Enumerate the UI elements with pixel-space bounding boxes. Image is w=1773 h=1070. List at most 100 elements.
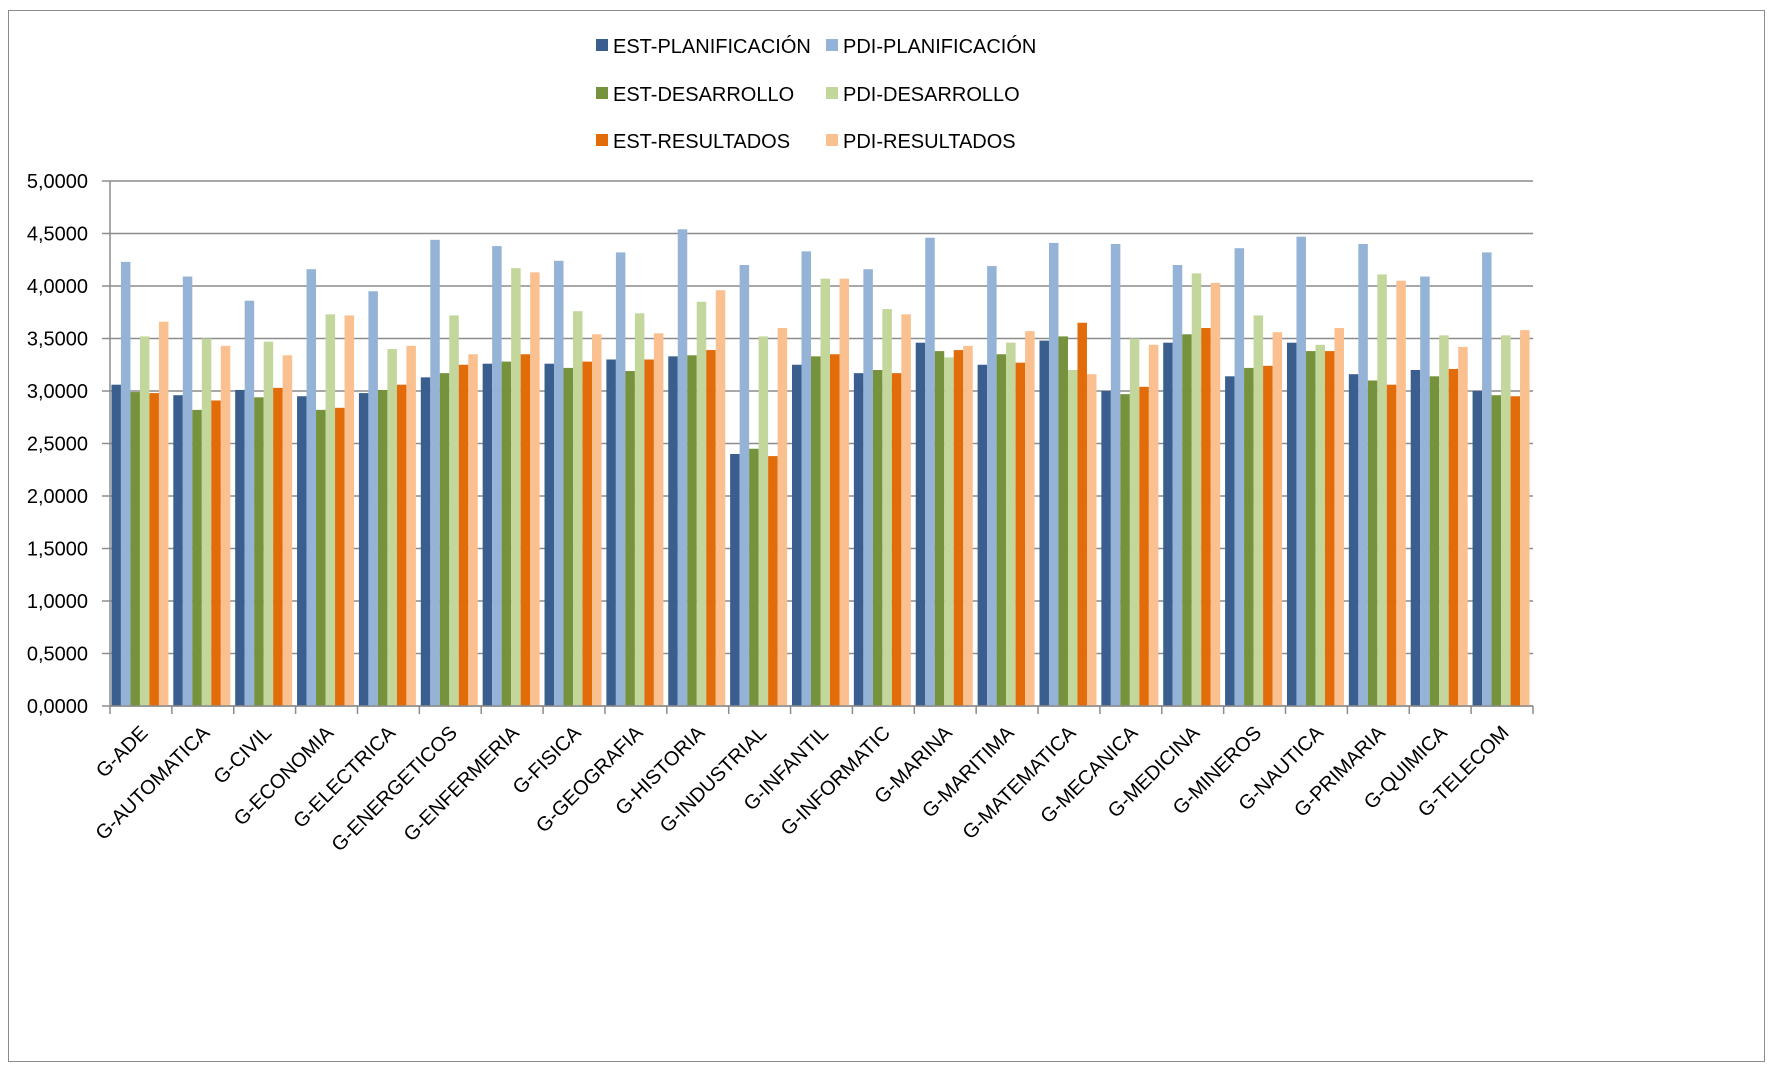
legend-entry-pdi-planificacion: PDI-PLANIFICACIÓN xyxy=(826,35,1036,58)
y-tick-label: 0,0000 xyxy=(27,696,88,718)
bar-est-resultados-g-telecom xyxy=(1510,396,1521,706)
bar-pdi-desarrollo-g-primaria xyxy=(1377,274,1387,706)
bar-est-desarrollo-g-maritima xyxy=(996,354,1007,706)
bar-est-resultados-g-historia xyxy=(706,350,716,706)
bar-est-resultados-g-fisica xyxy=(582,361,593,706)
legend-label: EST-PLANIFICACIÓN xyxy=(613,35,811,58)
bar-pdi-planificacion-g-marina xyxy=(925,237,935,706)
bar-pdi-resultados-g-electrica xyxy=(406,345,416,706)
bar-pdi-desarrollo-g-informatic xyxy=(882,309,892,706)
y-tick-labels: 0,0000 0,5000 1,0000 1,5000 2,0000 2,5000 3,00… xyxy=(27,171,88,718)
bar-est-planificacion-g-fisica xyxy=(544,363,555,706)
bar-pdi-resultados-g-primaria xyxy=(1396,280,1406,706)
bar-est-resultados-g-ade xyxy=(149,393,159,706)
bar-pdi-desarrollo-g-marina xyxy=(944,357,954,706)
bar-pdi-resultados-g-quimica xyxy=(1458,346,1468,706)
bar-pdi-planificacion-g-energeticos xyxy=(430,239,440,707)
legend-entry-est-resultados: EST-RESULTADOS xyxy=(596,131,790,153)
bar-pdi-resultados-g-industrial xyxy=(777,328,788,706)
axes xyxy=(102,180,1534,714)
legend-swatch xyxy=(826,39,838,51)
bar-pdi-resultados-g-ade xyxy=(158,321,169,706)
legend-swatch xyxy=(826,87,838,99)
bar-pdi-desarrollo-g-automatica xyxy=(201,338,212,706)
x-tick-label: G-MATEMATICA xyxy=(959,722,1081,844)
bar-pdi-resultados-g-economia xyxy=(344,315,355,706)
bar-est-resultados-g-quimica xyxy=(1448,368,1459,706)
x-tick-label: G-INDUSTRIAL xyxy=(656,722,771,837)
legend-label: PDI-PLANIFICACIÓN xyxy=(843,35,1036,58)
bar-est-planificacion-g-civil xyxy=(235,389,245,706)
bar-est-desarrollo-g-marina xyxy=(934,351,945,706)
bar-est-resultados-g-economia xyxy=(335,407,345,706)
y-tick-label: 4,0000 xyxy=(27,276,88,298)
bar-pdi-resultados-g-telecom xyxy=(1520,330,1530,706)
bar-pdi-planificacion-g-quimica xyxy=(1420,276,1430,706)
bar-est-desarrollo-g-historia xyxy=(687,355,697,706)
bar-est-resultados-g-civil xyxy=(273,387,283,706)
bar-pdi-planificacion-g-historia xyxy=(677,229,688,707)
bar-est-resultados-g-mecanica xyxy=(1139,386,1149,706)
legend-swatch xyxy=(596,134,608,146)
y-tick-label: 2,0000 xyxy=(27,486,88,508)
bar-est-desarrollo-g-ade xyxy=(130,392,140,706)
bar-est-planificacion-g-automatica xyxy=(173,395,183,706)
bar-pdi-resultados-g-energeticos xyxy=(468,354,478,706)
bar-pdi-resultados-g-civil xyxy=(282,355,293,706)
bar-est-planificacion-g-geografia xyxy=(606,359,616,706)
bar-est-resultados-g-informatic xyxy=(891,373,902,706)
bar-pdi-desarrollo-g-medicina xyxy=(1191,273,1202,706)
bar-pdi-desarrollo-g-civil xyxy=(263,341,274,706)
bar-pdi-desarrollo-g-economia xyxy=(325,314,336,706)
bar-est-desarrollo-g-industrial xyxy=(749,448,759,706)
bar-est-desarrollo-g-infantil xyxy=(811,356,821,706)
bar-pdi-desarrollo-g-mineros xyxy=(1253,315,1264,706)
bar-pdi-resultados-g-nautica xyxy=(1334,328,1344,706)
bar-pdi-desarrollo-g-maritima xyxy=(1006,342,1016,706)
legend-entry-est-planificacion: EST-PLANIFICACIÓN xyxy=(596,35,811,58)
legend-swatch xyxy=(596,39,608,51)
bar-pdi-resultados-g-mecanica xyxy=(1148,344,1159,706)
bar-pdi-planificacion-g-ade xyxy=(120,261,131,706)
bar-est-desarrollo-g-civil xyxy=(254,397,264,706)
bar-est-desarrollo-g-nautica xyxy=(1305,351,1316,706)
bar-est-resultados-g-maritima xyxy=(1015,362,1026,706)
bar-pdi-planificacion-g-industrial xyxy=(739,265,750,706)
bar-pdi-planificacion-g-civil xyxy=(244,300,255,706)
bar-est-planificacion-g-industrial xyxy=(730,454,740,706)
bar-est-resultados-g-geografia xyxy=(644,359,654,706)
bar-est-planificacion-g-informatic xyxy=(853,373,864,706)
y-tick-label: 3,0000 xyxy=(27,381,88,403)
bar-pdi-planificacion-g-matematica xyxy=(1048,242,1059,706)
bar-pdi-desarrollo-g-matematica xyxy=(1067,370,1078,706)
bar-pdi-desarrollo-g-mecanica xyxy=(1129,338,1140,706)
bar-pdi-planificacion-g-mecanica xyxy=(1110,244,1121,706)
y-tick-label: 1,5000 xyxy=(27,539,88,561)
x-tick-label: G-GEOGRAFIA xyxy=(532,722,648,838)
bar-est-desarrollo-g-geografia xyxy=(625,371,635,706)
bar-est-desarrollo-g-matematica xyxy=(1058,336,1068,706)
legend-swatch xyxy=(596,87,608,99)
bar-pdi-planificacion-g-mineros xyxy=(1234,248,1245,706)
y-tick-label: 1,0000 xyxy=(27,591,88,613)
bar-est-planificacion-g-medicina xyxy=(1163,342,1173,706)
bar-pdi-planificacion-g-informatic xyxy=(863,269,873,706)
bar-pdi-planificacion-g-enfermeria xyxy=(492,246,502,706)
bar-pdi-resultados-g-mineros xyxy=(1272,332,1283,706)
bar-est-planificacion-g-mineros xyxy=(1225,376,1235,706)
bar-pdi-resultados-g-matematica xyxy=(1086,374,1097,706)
legend-label: PDI-RESULTADOS xyxy=(843,131,1016,153)
bar-pdi-desarrollo-g-geografia xyxy=(634,313,645,706)
bar-est-resultados-g-medicina xyxy=(1201,328,1211,706)
bar-pdi-desarrollo-g-fisica xyxy=(573,311,583,706)
bar-pdi-resultados-g-maritima xyxy=(1025,331,1035,706)
bar-est-desarrollo-g-automatica xyxy=(192,409,202,706)
bar-est-desarrollo-g-energeticos xyxy=(439,373,450,706)
bar-est-resultados-g-nautica xyxy=(1324,351,1335,706)
bar-est-resultados-g-electrica xyxy=(396,384,407,706)
bar-est-resultados-g-matematica xyxy=(1077,322,1087,706)
bar-pdi-planificacion-g-nautica xyxy=(1296,236,1306,706)
bar-pdi-planificacion-g-primaria xyxy=(1358,244,1368,706)
bar-est-desarrollo-g-enfermeria xyxy=(501,361,512,706)
